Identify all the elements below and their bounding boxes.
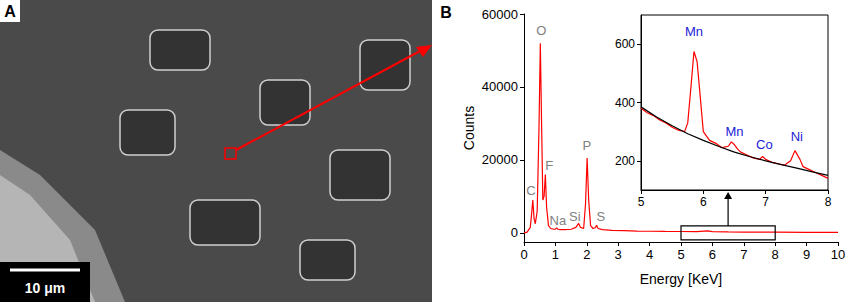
svg-text:1: 1 — [552, 247, 559, 262]
svg-text:2: 2 — [583, 247, 590, 262]
svg-text:20000: 20000 — [482, 152, 518, 167]
svg-text:Ni: Ni — [791, 129, 803, 144]
svg-text:B: B — [440, 4, 452, 21]
svg-text:200: 200 — [615, 154, 635, 168]
svg-text:8: 8 — [825, 195, 832, 209]
svg-text:O: O — [536, 23, 546, 38]
svg-text:Na: Na — [550, 213, 567, 228]
svg-text:A: A — [4, 3, 16, 20]
svg-text:8: 8 — [772, 247, 779, 262]
svg-text:7: 7 — [762, 195, 769, 209]
svg-text:5: 5 — [677, 247, 684, 262]
svg-text:6: 6 — [709, 247, 716, 262]
svg-text:400: 400 — [615, 96, 635, 110]
svg-text:40000: 40000 — [482, 79, 518, 94]
svg-text:C: C — [526, 183, 535, 198]
svg-text:Si: Si — [569, 209, 581, 224]
svg-text:Mn: Mn — [685, 24, 703, 39]
svg-text:P: P — [582, 138, 591, 153]
svg-text:Counts: Counts — [461, 106, 477, 150]
svg-text:3: 3 — [615, 247, 622, 262]
svg-text:F: F — [545, 158, 553, 173]
svg-text:0: 0 — [520, 247, 527, 262]
svg-text:5: 5 — [638, 195, 645, 209]
svg-text:Energy [KeV]: Energy [KeV] — [640, 271, 723, 287]
svg-text:10: 10 — [831, 247, 845, 262]
svg-text:600: 600 — [615, 37, 635, 51]
svg-text:60000: 60000 — [482, 7, 518, 22]
svg-text:7: 7 — [740, 247, 747, 262]
svg-text:S: S — [597, 209, 606, 224]
svg-text:0: 0 — [511, 225, 518, 240]
svg-text:4: 4 — [646, 247, 653, 262]
svg-text:6: 6 — [700, 195, 707, 209]
svg-text:9: 9 — [803, 247, 810, 262]
svg-text:Co: Co — [756, 137, 773, 152]
svg-text:Mn: Mn — [725, 124, 743, 139]
svg-text:10 μm: 10 μm — [25, 280, 65, 296]
